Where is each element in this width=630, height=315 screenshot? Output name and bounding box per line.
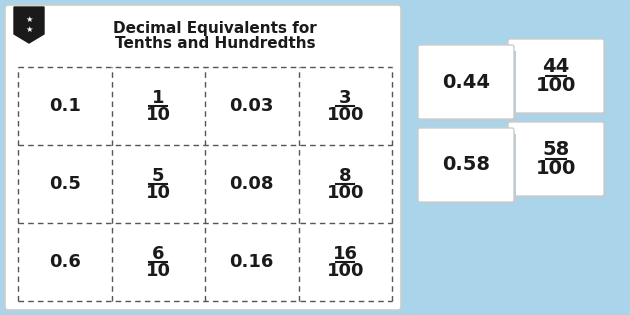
Polygon shape <box>14 7 44 43</box>
Text: 0.08: 0.08 <box>229 175 274 193</box>
Text: 8: 8 <box>339 167 352 185</box>
FancyBboxPatch shape <box>508 122 604 196</box>
Bar <box>424 134 516 204</box>
FancyBboxPatch shape <box>418 45 514 119</box>
Bar <box>514 45 606 115</box>
Text: 100: 100 <box>326 106 364 124</box>
Text: 100: 100 <box>326 184 364 202</box>
FancyBboxPatch shape <box>508 39 604 113</box>
Bar <box>424 51 516 121</box>
Text: 10: 10 <box>146 184 171 202</box>
Text: 0.6: 0.6 <box>49 253 81 271</box>
Text: 3: 3 <box>339 89 352 106</box>
Text: ★: ★ <box>25 15 33 24</box>
Text: 0.5: 0.5 <box>49 175 81 193</box>
Text: Decimal Equivalents for: Decimal Equivalents for <box>113 21 317 37</box>
Text: 0.03: 0.03 <box>229 97 274 115</box>
Bar <box>514 128 606 198</box>
Text: 16: 16 <box>333 244 358 262</box>
Text: 10: 10 <box>146 106 171 124</box>
Text: 0.58: 0.58 <box>442 156 490 175</box>
Text: 10: 10 <box>146 262 171 280</box>
Text: 5: 5 <box>152 167 164 185</box>
Text: 6: 6 <box>152 244 164 262</box>
Text: ★: ★ <box>25 25 33 34</box>
Text: 100: 100 <box>536 159 576 178</box>
Text: 58: 58 <box>542 140 570 159</box>
Text: 1: 1 <box>152 89 164 106</box>
Text: 100: 100 <box>536 76 576 95</box>
Text: 0.16: 0.16 <box>229 253 274 271</box>
FancyBboxPatch shape <box>5 5 401 310</box>
FancyBboxPatch shape <box>418 128 514 202</box>
Text: Tenths and Hundredths: Tenths and Hundredths <box>115 36 315 50</box>
Text: 100: 100 <box>326 262 364 280</box>
Text: 0.44: 0.44 <box>442 72 490 91</box>
Text: 44: 44 <box>542 57 570 77</box>
Text: 0.1: 0.1 <box>49 97 81 115</box>
